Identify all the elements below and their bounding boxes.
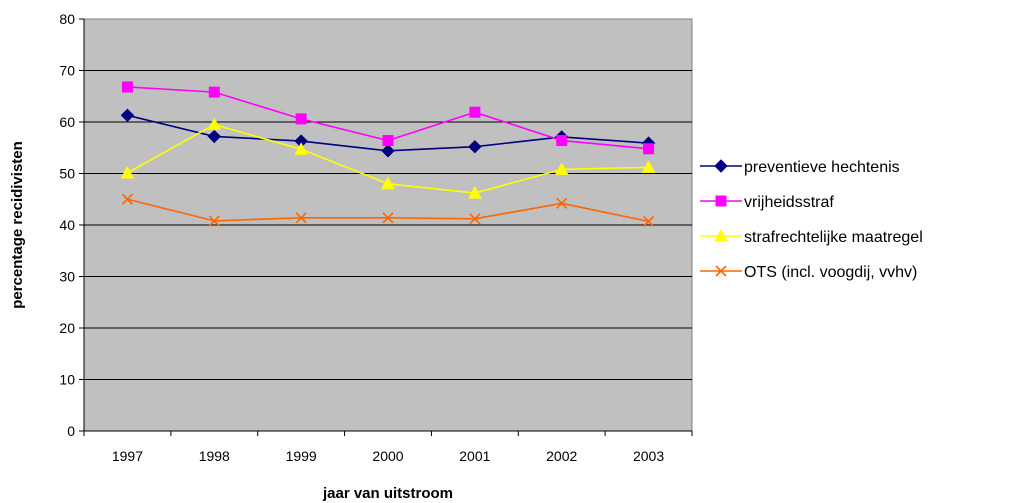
x-tick-label: 1999 (286, 448, 317, 464)
x-axis: 1997 1998 1999 2000 2001 2002 2003 (83, 430, 693, 464)
data-point (641, 160, 656, 173)
data-point (207, 117, 222, 131)
y-tick-label: 50 (59, 166, 75, 182)
series-3 (121, 193, 655, 227)
data-point (468, 186, 482, 199)
data-point (295, 113, 307, 125)
data-point (643, 143, 655, 155)
x-axis-title: jaar van uitstroom (322, 485, 453, 502)
data-point (208, 215, 220, 227)
data-point (382, 135, 394, 147)
data-point (381, 176, 395, 190)
x-tick-label: 1998 (199, 448, 230, 464)
y-tick-label: 20 (59, 320, 75, 336)
data-point (643, 215, 655, 227)
y-tick-label: 0 (67, 423, 75, 439)
legend-label: preventieve hechtenis (744, 159, 900, 176)
data-point (120, 108, 135, 123)
y-tick-label: 60 (59, 114, 75, 130)
y-tick-label: 10 (59, 372, 75, 388)
data-point (207, 129, 221, 144)
data-point (121, 81, 133, 93)
legend-item: vrijheidsstraf (700, 194, 834, 211)
legend-marker (715, 195, 727, 207)
y-tick-label: 80 (59, 11, 75, 27)
x-tick-label: 2003 (633, 448, 664, 464)
legend-item: preventieve hechtenis (700, 159, 900, 176)
data-point (382, 212, 394, 224)
data-point (120, 165, 135, 179)
data-point (208, 86, 220, 98)
x-tick-label: 1997 (112, 448, 143, 464)
x-tick-label: 2000 (372, 448, 403, 464)
y-tick-label: 30 (59, 269, 75, 285)
legend-marker (715, 265, 727, 277)
data-point (295, 212, 307, 224)
data-point (556, 135, 568, 147)
y-axis-title: percentage recidivisten (9, 141, 26, 309)
data-point (294, 142, 308, 155)
data-point (381, 144, 395, 158)
series-2 (120, 117, 656, 199)
data-point (469, 213, 481, 225)
y-axis: 0 10 20 30 40 50 60 70 80 (59, 11, 85, 439)
legend-marker (714, 228, 728, 242)
legend-label: OTS (incl. voogdij, vvhv) (744, 264, 917, 281)
legend-marker (714, 159, 728, 173)
legend: preventieve hechtenis vrijheidsstraf straf… (700, 159, 923, 281)
data-point (468, 140, 482, 154)
y-tick-label: 70 (59, 63, 75, 79)
data-point (554, 162, 569, 175)
gridlines (84, 70, 692, 380)
data-point (469, 106, 481, 118)
data-point (121, 193, 133, 205)
legend-item: strafrechtelijke maatregel (700, 228, 923, 246)
series-1 (121, 81, 655, 155)
x-tick-label: 2002 (546, 448, 577, 464)
series-layer (120, 81, 656, 227)
data-point (556, 197, 568, 209)
legend-label: strafrechtelijke maatregel (744, 229, 923, 246)
legend-item: OTS (incl. voogdij, vvhv) (700, 264, 917, 281)
y-tick-label: 40 (59, 217, 75, 233)
legend-label: vrijheidsstraf (744, 194, 834, 211)
x-tick-label: 2001 (459, 448, 490, 464)
